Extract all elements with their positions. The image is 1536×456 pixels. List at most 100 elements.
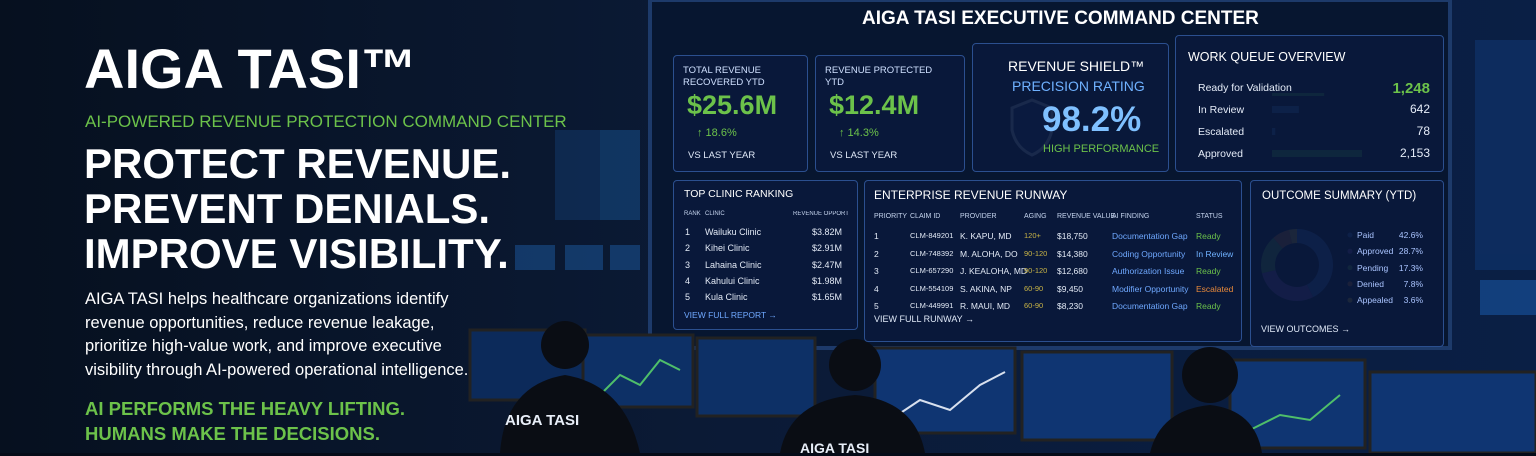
runway-cell: 60-90 <box>1024 301 1044 310</box>
outcome-value: 3.6% <box>1403 295 1423 306</box>
runway-column: AI FINDING <box>1112 213 1150 220</box>
clinics-cell: $2.47M <box>812 259 843 270</box>
outcome-value: 28.7% <box>1398 246 1423 257</box>
runway-cell: S. AKINA, NP <box>960 283 1012 294</box>
outcome-label: Approved <box>1357 246 1394 257</box>
runway-cell: 90-120 <box>1024 266 1048 275</box>
outcome-label: Denied <box>1357 278 1384 289</box>
queue-label: In Review <box>1198 104 1245 116</box>
queue-label: Escalated <box>1198 126 1245 138</box>
runway-column: REVENUE VALUE <box>1057 213 1116 220</box>
runway-cell: 5 <box>874 301 879 311</box>
work-queue-title: WORK QUEUE OVERVIEW <box>1188 50 1346 64</box>
hero-closing: HUMANS MAKE THE DECISIONS. <box>85 423 380 444</box>
clinics-column: RANK <box>684 211 701 217</box>
runway-cell: $18,750 <box>1057 231 1088 241</box>
runway-column: PROVIDER <box>960 213 997 220</box>
shield-title: REVENUE SHIELD™ <box>1008 58 1145 74</box>
runway-cell: $8,230 <box>1057 301 1083 311</box>
queue-label: Ready for Validation <box>1198 82 1292 94</box>
outcome-label: Appealed <box>1357 295 1393 306</box>
clinics-cell: 3 <box>685 259 691 270</box>
hero-headline: PROTECT REVENUE. <box>84 140 512 187</box>
outcome-value: 7.8% <box>1403 278 1423 289</box>
hero-closing: AI PERFORMS THE HEAVY LIFTING. <box>85 398 406 419</box>
queue-value: 642 <box>1409 102 1430 116</box>
clinics-cell: Kula Clinic <box>705 292 748 303</box>
outcome-value: 42.6% <box>1398 230 1423 240</box>
runway-cell: 60-90 <box>1024 283 1044 293</box>
kpi-card <box>815 55 965 172</box>
runway-column: STATUS <box>1196 213 1223 220</box>
clinics-cell: Lahaina Clinic <box>705 259 762 270</box>
runway-card <box>864 180 1242 342</box>
shield-card <box>972 43 1169 172</box>
runway-cell: CLM-657290 <box>910 266 954 275</box>
runway-cell: Authorization Issue <box>1112 266 1185 276</box>
runway-cell: In Review <box>1196 248 1234 259</box>
runway-cell: Coding Opportunity <box>1112 248 1186 259</box>
clinics-cell: $1.65M <box>812 292 843 303</box>
runway-cell: 90-120 <box>1024 248 1048 258</box>
runway-cell: 2 <box>874 248 879 259</box>
runway-cell: CLM-748392 <box>910 248 954 258</box>
outcome-label: Pending <box>1357 262 1389 273</box>
operators <box>500 321 1262 453</box>
runway-column: CLAIM ID <box>910 213 941 220</box>
runway-cell: M. ALOHA, DO <box>960 248 1018 259</box>
clinics-cell: Kahului Clinic <box>705 275 760 286</box>
runway-cell: 4 <box>874 283 879 294</box>
hero-headline: IMPROVE VISIBILITY. <box>84 230 509 277</box>
kpi-value: $12.4M <box>829 90 920 120</box>
runway-cell: J. KEALOHA, MD <box>960 266 1028 276</box>
runway-cell: CLM-849201 <box>910 231 954 240</box>
outcome-label: Paid <box>1357 230 1375 240</box>
clinics-cell: $1.98M <box>812 275 843 286</box>
clinics-cell: $2.91M <box>812 243 843 254</box>
outcomes-card <box>1250 180 1444 347</box>
clinics-title: TOP CLINIC RANKING <box>684 188 794 200</box>
clinics-card <box>673 180 858 330</box>
kpi-footer: VS LAST YEAR <box>830 150 898 161</box>
kpi-value: $25.6M <box>687 90 778 120</box>
runway-cell: $14,380 <box>1057 248 1088 259</box>
outcome-value: 17.3% <box>1398 262 1423 273</box>
hero-tagline: AI-POWERED REVENUE PROTECTION COMMAND CE… <box>85 112 567 131</box>
kpi-change: ↑ 18.6% <box>697 127 737 139</box>
kpi-label: REVENUE PROTECTED YTD <box>825 65 933 88</box>
kpi-card <box>673 55 808 172</box>
dashboard-title: AIGA TASI EXECUTIVE COMMAND CENTER <box>862 8 1259 29</box>
clinics-link: VIEW FULL REPORT → <box>684 310 777 320</box>
runway-cell: CLM-449991 <box>910 301 954 310</box>
hero-body: AIGA TASI helps healthcare organizations… <box>85 290 469 379</box>
clinics-cell: 2 <box>685 243 691 254</box>
queue-label: Approved <box>1198 148 1243 160</box>
shirt-badge: AIGA TASI <box>505 412 580 429</box>
runway-cell: CLM-554109 <box>910 283 954 293</box>
kpi-change: ↑ 14.3% <box>839 127 879 139</box>
outcomes-link: VIEW OUTCOMES → <box>1261 324 1351 334</box>
clinics-cell: 4 <box>685 275 691 286</box>
runway-column: AGING <box>1024 213 1047 220</box>
runway-cell: Documentation Gap <box>1112 231 1188 241</box>
runway-cell: 3 <box>874 266 879 276</box>
shield-value: 98.2% <box>1042 100 1142 139</box>
clinics-cell: $3.82M <box>812 227 843 237</box>
queue-value: 78 <box>1416 124 1430 138</box>
runway-link: VIEW FULL RUNWAY → <box>874 314 975 324</box>
hero-title: AIGA TASI™ <box>84 37 417 100</box>
queue-value: 2,153 <box>1399 146 1430 160</box>
shirt-badge: AIGA TASI <box>800 440 870 456</box>
runway-cell: $12,680 <box>1057 266 1088 276</box>
clinics-cell: 1 <box>685 227 691 237</box>
runway-cell: Modifier Opportunity <box>1112 283 1189 294</box>
queue-value: 1,248 <box>1392 80 1430 97</box>
outcomes-title: OUTCOME SUMMARY (YTD) <box>1262 190 1417 202</box>
runway-title: ENTERPRISE REVENUE RUNWAY <box>874 188 1068 202</box>
runway-cell: 1 <box>874 231 879 241</box>
runway-cell: Escalated <box>1196 283 1234 294</box>
clinics-column: REVENUE OPPORTUNITY <box>793 211 848 217</box>
runway-cell: Documentation Gap <box>1112 301 1188 311</box>
clinics-column: CLINIC <box>705 211 725 217</box>
